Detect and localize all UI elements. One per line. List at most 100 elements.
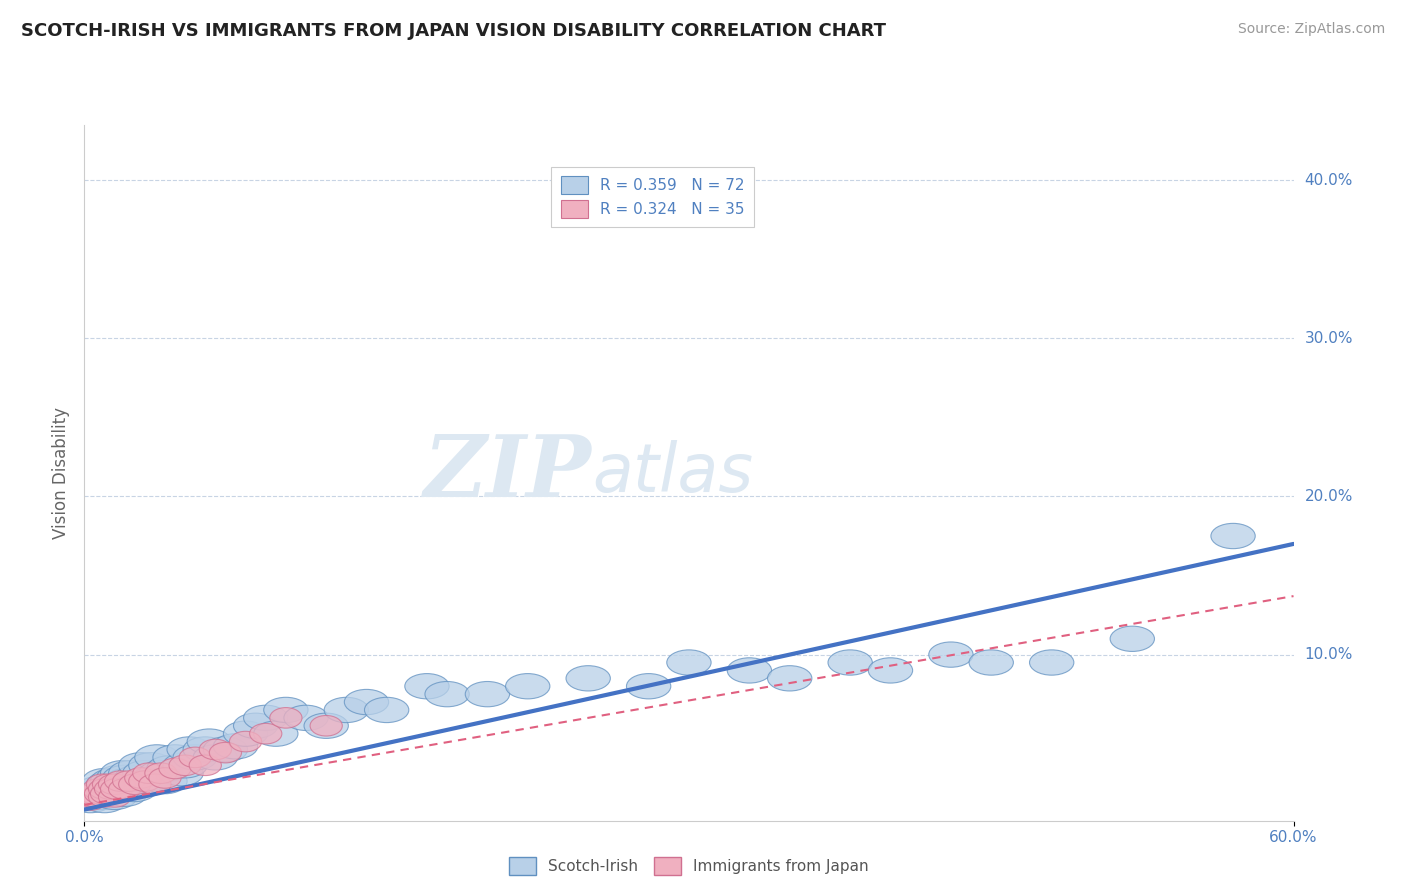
Legend: Scotch-Irish, Immigrants from Japan: Scotch-Irish, Immigrants from Japan [501, 850, 877, 882]
Ellipse shape [179, 747, 211, 768]
Ellipse shape [250, 723, 281, 744]
Ellipse shape [1111, 626, 1154, 651]
Ellipse shape [828, 650, 872, 675]
Ellipse shape [143, 768, 187, 794]
Ellipse shape [100, 761, 145, 786]
Ellipse shape [264, 698, 308, 723]
Ellipse shape [768, 665, 811, 691]
Ellipse shape [98, 787, 131, 807]
Text: ZIP: ZIP [425, 431, 592, 515]
Ellipse shape [72, 784, 117, 810]
Ellipse shape [229, 731, 262, 752]
Ellipse shape [90, 783, 122, 804]
Ellipse shape [84, 781, 129, 806]
Ellipse shape [204, 737, 247, 762]
Text: 10.0%: 10.0% [1305, 647, 1353, 662]
Ellipse shape [112, 771, 145, 791]
Ellipse shape [159, 761, 204, 786]
Ellipse shape [190, 755, 221, 775]
Ellipse shape [122, 772, 167, 797]
Ellipse shape [224, 721, 267, 747]
Ellipse shape [627, 673, 671, 699]
Ellipse shape [125, 768, 157, 789]
Ellipse shape [344, 690, 388, 714]
Ellipse shape [97, 765, 141, 790]
Ellipse shape [93, 772, 136, 797]
Ellipse shape [98, 774, 131, 795]
Ellipse shape [173, 745, 218, 770]
Ellipse shape [94, 776, 139, 802]
Ellipse shape [200, 739, 232, 760]
Ellipse shape [304, 713, 349, 739]
Ellipse shape [214, 733, 257, 759]
Ellipse shape [75, 789, 107, 810]
Ellipse shape [209, 742, 242, 763]
Ellipse shape [83, 779, 115, 799]
Ellipse shape [132, 765, 177, 790]
Ellipse shape [183, 737, 228, 762]
Ellipse shape [129, 753, 173, 778]
Ellipse shape [122, 761, 167, 786]
Ellipse shape [89, 776, 132, 802]
Ellipse shape [233, 713, 278, 739]
Ellipse shape [103, 781, 146, 806]
Ellipse shape [76, 787, 108, 807]
Ellipse shape [146, 756, 191, 781]
Ellipse shape [869, 657, 912, 683]
Ellipse shape [139, 761, 183, 786]
Ellipse shape [79, 783, 111, 804]
Text: atlas: atlas [592, 440, 754, 506]
Ellipse shape [127, 768, 172, 794]
Y-axis label: Vision Disability: Vision Disability [52, 407, 70, 539]
Ellipse shape [132, 763, 165, 783]
Ellipse shape [270, 707, 302, 728]
Ellipse shape [103, 765, 146, 790]
Ellipse shape [79, 784, 122, 810]
Ellipse shape [90, 768, 135, 794]
Ellipse shape [107, 772, 150, 797]
Ellipse shape [129, 771, 160, 791]
Ellipse shape [115, 765, 159, 790]
Ellipse shape [284, 706, 328, 731]
Ellipse shape [145, 763, 177, 783]
Ellipse shape [89, 779, 121, 799]
Ellipse shape [83, 788, 127, 813]
Ellipse shape [163, 753, 207, 778]
Ellipse shape [108, 779, 141, 799]
Text: Source: ZipAtlas.com: Source: ZipAtlas.com [1237, 22, 1385, 37]
Ellipse shape [84, 783, 117, 804]
Ellipse shape [167, 737, 211, 762]
Ellipse shape [112, 776, 157, 802]
Ellipse shape [243, 706, 288, 731]
Ellipse shape [969, 650, 1014, 675]
Text: 30.0%: 30.0% [1305, 331, 1353, 346]
Ellipse shape [169, 755, 201, 775]
Ellipse shape [80, 781, 125, 806]
Ellipse shape [364, 698, 409, 723]
Ellipse shape [506, 673, 550, 699]
Ellipse shape [100, 779, 132, 799]
Ellipse shape [727, 657, 772, 683]
Ellipse shape [139, 774, 172, 795]
Ellipse shape [118, 753, 163, 778]
Ellipse shape [159, 758, 191, 779]
Ellipse shape [75, 781, 118, 806]
Ellipse shape [193, 745, 238, 770]
Ellipse shape [567, 665, 610, 691]
Ellipse shape [80, 787, 112, 807]
Ellipse shape [1029, 650, 1074, 675]
Ellipse shape [93, 784, 136, 810]
Ellipse shape [666, 650, 711, 675]
Ellipse shape [98, 772, 143, 797]
Ellipse shape [465, 681, 509, 706]
Ellipse shape [153, 745, 197, 770]
Ellipse shape [93, 774, 125, 795]
Ellipse shape [311, 715, 342, 736]
Text: 40.0%: 40.0% [1305, 173, 1353, 187]
Ellipse shape [108, 761, 153, 786]
Ellipse shape [83, 776, 127, 802]
Ellipse shape [94, 779, 127, 799]
Ellipse shape [76, 776, 121, 802]
Ellipse shape [86, 774, 118, 795]
Ellipse shape [1211, 524, 1256, 549]
